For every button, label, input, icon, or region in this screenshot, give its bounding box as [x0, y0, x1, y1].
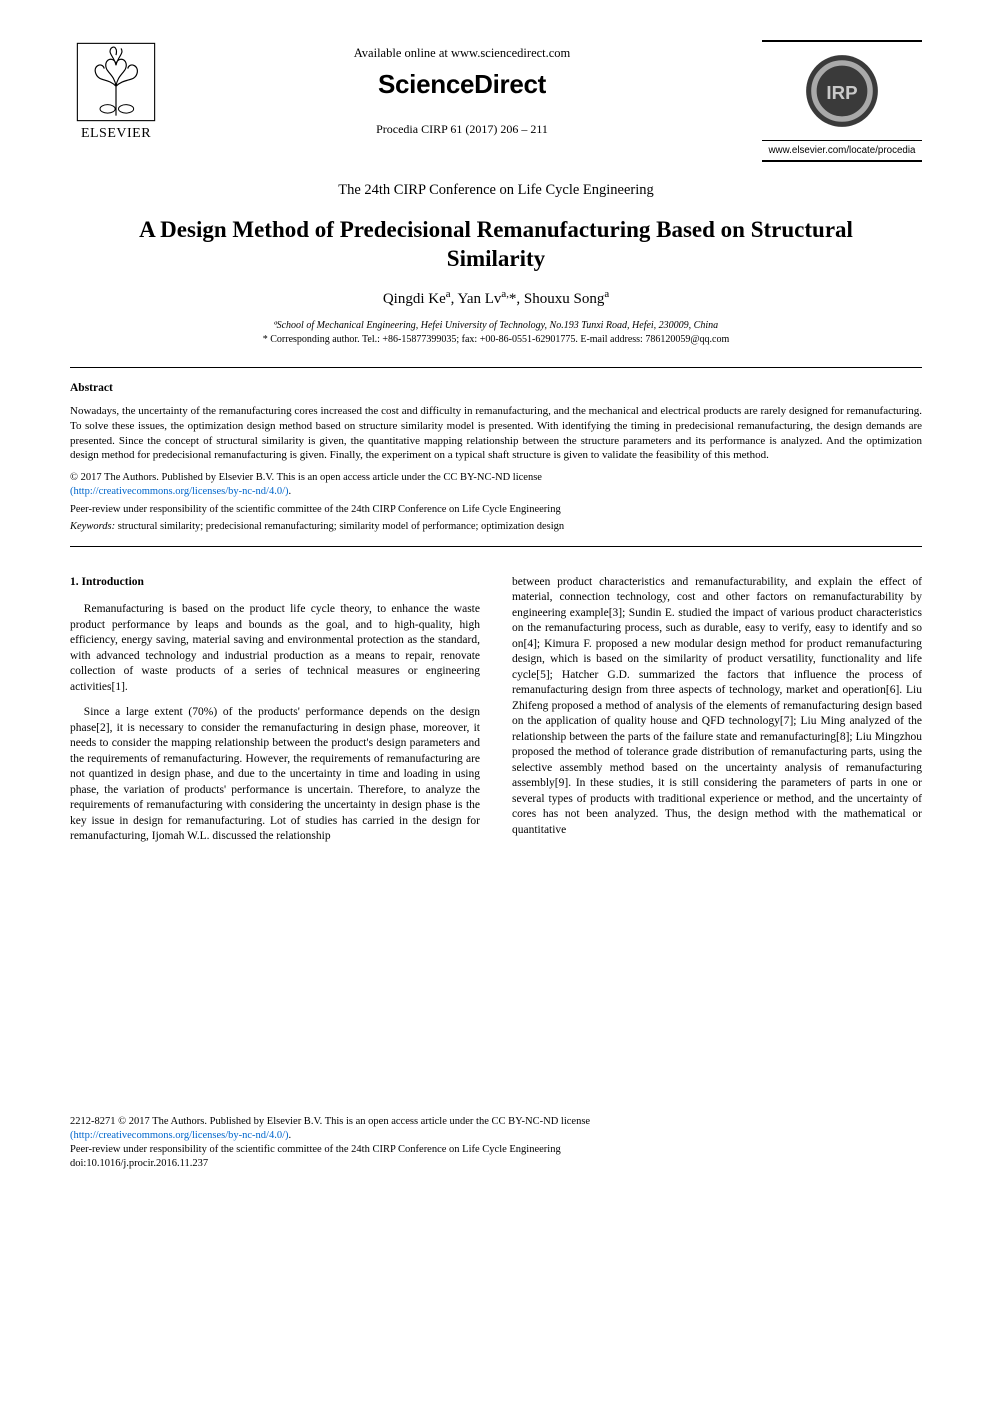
body-columns: 1. Introduction Remanufacturing is based… — [70, 575, 922, 855]
affiliation: ªSchool of Mechanical Engineering, Hefei… — [70, 320, 922, 331]
page-header: ELSEVIER Available online at www.science… — [70, 40, 922, 162]
footer-peer: Peer-review under responsibility of the … — [70, 1144, 561, 1155]
cirp-icon: IRP — [803, 52, 881, 130]
paper-title: A Design Method of Predecisional Remanuf… — [100, 215, 892, 274]
footer-issn: 2212-8271 © 2017 The Authors. Published … — [70, 1116, 590, 1127]
corresponding-author: * Corresponding author. Tel.: +86-158773… — [70, 334, 922, 345]
rule-top — [70, 367, 922, 368]
abstract-heading: Abstract — [70, 382, 922, 394]
keywords-line: Keywords: structural similarity; predeci… — [70, 521, 922, 532]
column-left: 1. Introduction Remanufacturing is based… — [70, 575, 480, 855]
elsevier-label: ELSEVIER — [81, 126, 151, 142]
elsevier-logo: ELSEVIER — [70, 40, 162, 142]
abstract-body: Nowadays, the uncertainty of the remanuf… — [70, 404, 922, 463]
license-block: © 2017 The Authors. Published by Elsevie… — [70, 471, 922, 499]
header-center: Available online at www.sciencedirect.co… — [180, 40, 744, 137]
column-right: between product characteristics and rema… — [512, 575, 922, 855]
conference-name: The 24th CIRP Conference on Life Cycle E… — [70, 182, 922, 199]
svg-text:IRP: IRP — [826, 82, 857, 103]
cirp-logo-box: IRP www.elsevier.com/locate/procedia — [762, 40, 922, 162]
sciencedirect-logo: ScienceDirect — [180, 69, 744, 100]
intro-para-3: between product characteristics and rema… — [512, 575, 922, 839]
license-text: © 2017 The Authors. Published by Elsevie… — [70, 472, 542, 483]
elsevier-tree-icon — [74, 40, 158, 124]
footer-license-link[interactable]: (http://creativecommons.org/licenses/by-… — [70, 1130, 289, 1141]
license-link[interactable]: (http://creativecommons.org/licenses/by-… — [70, 486, 289, 497]
footer-doi: doi:10.1016/j.procir.2016.11.237 — [70, 1158, 208, 1169]
keywords-values: structural similarity; predecisional rem… — [115, 521, 564, 532]
rule-bottom — [70, 546, 922, 547]
authors: Qingdi Kea, Yan Lva,*, Shouxu Songa — [70, 288, 922, 308]
available-online-text: Available online at www.sciencedirect.co… — [180, 46, 744, 61]
intro-para-2: Since a large extent (70%) of the produc… — [70, 705, 480, 845]
page-footer: 2212-8271 © 2017 The Authors. Published … — [70, 1115, 922, 1172]
cirp-url: www.elsevier.com/locate/procedia — [768, 145, 915, 156]
procedia-citation: Procedia CIRP 61 (2017) 206 – 211 — [180, 122, 744, 137]
section-1-heading: 1. Introduction — [70, 575, 480, 591]
peer-review-line: Peer-review under responsibility of the … — [70, 504, 922, 515]
keywords-label: Keywords: — [70, 521, 115, 532]
intro-para-1: Remanufacturing is based on the product … — [70, 602, 480, 695]
